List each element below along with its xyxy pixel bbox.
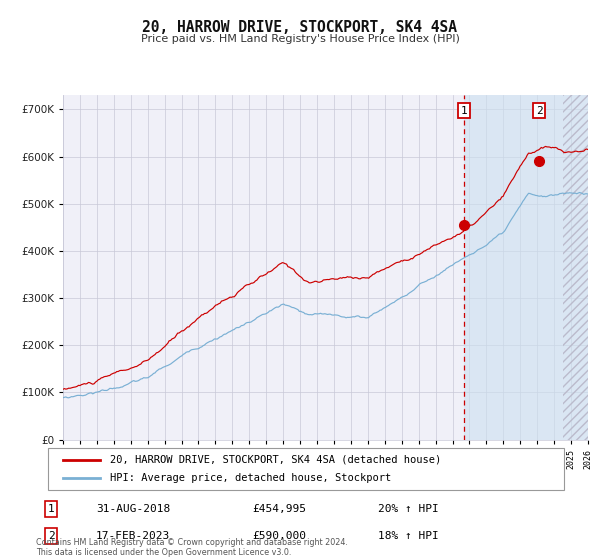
Text: 31-AUG-2018: 31-AUG-2018	[96, 504, 170, 514]
Text: Price paid vs. HM Land Registry's House Price Index (HPI): Price paid vs. HM Land Registry's House …	[140, 34, 460, 44]
Text: HPI: Average price, detached house, Stockport: HPI: Average price, detached house, Stoc…	[110, 473, 391, 483]
Bar	[563, 95, 588, 440]
FancyBboxPatch shape	[48, 448, 564, 490]
Bar	[464, 95, 588, 440]
Text: 18% ↑ HPI: 18% ↑ HPI	[378, 531, 439, 541]
Text: 2: 2	[47, 531, 55, 541]
Text: 1: 1	[460, 106, 467, 116]
Text: 2: 2	[536, 106, 542, 116]
Text: 17-FEB-2023: 17-FEB-2023	[96, 531, 170, 541]
Text: £454,995: £454,995	[252, 504, 306, 514]
Text: £590,000: £590,000	[252, 531, 306, 541]
Text: 20% ↑ HPI: 20% ↑ HPI	[378, 504, 439, 514]
Text: Contains HM Land Registry data © Crown copyright and database right 2024.
This d: Contains HM Land Registry data © Crown c…	[36, 538, 348, 557]
Text: 20, HARROW DRIVE, STOCKPORT, SK4 4SA (detached house): 20, HARROW DRIVE, STOCKPORT, SK4 4SA (de…	[110, 455, 441, 465]
Text: 1: 1	[47, 504, 55, 514]
Text: 20, HARROW DRIVE, STOCKPORT, SK4 4SA: 20, HARROW DRIVE, STOCKPORT, SK4 4SA	[143, 20, 458, 35]
